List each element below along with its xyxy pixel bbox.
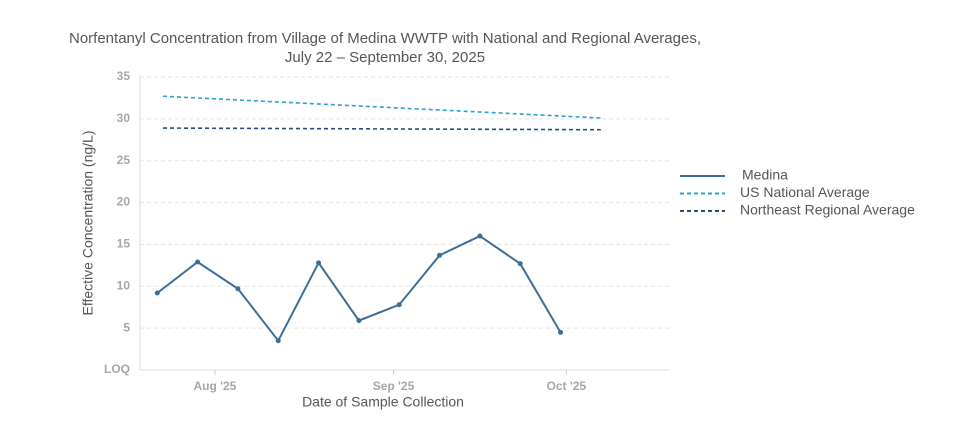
y-tick-label: LOQ <box>104 362 130 376</box>
legend-label: Medina <box>742 167 788 183</box>
data-point <box>477 233 483 239</box>
data-point <box>396 302 402 308</box>
data-point <box>235 286 241 292</box>
x-axis-label: Date of Sample Collection <box>302 394 464 410</box>
legend-label: Northeast Regional Average <box>740 202 915 218</box>
data-point <box>154 290 160 296</box>
data-point <box>558 329 564 335</box>
x-tick-label: Sep '25 <box>373 379 415 393</box>
data-point <box>316 260 322 266</box>
y-tick-label: 25 <box>117 153 131 167</box>
y-tick-label: 10 <box>117 278 131 292</box>
y-tick-label: 20 <box>117 195 131 209</box>
series-line <box>156 234 562 343</box>
legend-label: US National Average <box>740 184 870 200</box>
y-tick-label: 35 <box>117 69 131 83</box>
data-point <box>356 318 362 324</box>
y-tick-label: 15 <box>117 237 131 251</box>
x-tick-label: Oct '25 <box>547 379 587 393</box>
y-tick-label: 5 <box>123 320 130 334</box>
data-point <box>517 261 523 267</box>
series-line <box>163 127 601 131</box>
data-point <box>275 338 281 344</box>
y-axis-label: Effective Concentration (ng/L) <box>80 131 96 316</box>
chart-subtitle: July 22 – September 30, 2025 <box>285 49 485 66</box>
data-point <box>437 252 443 258</box>
y-tick-label: 30 <box>117 111 131 125</box>
x-tick-label: Aug '25 <box>193 379 236 393</box>
series-line <box>163 95 601 119</box>
chart-title: Norfentanyl Concentration from Village o… <box>69 30 701 47</box>
data-point <box>195 259 201 265</box>
